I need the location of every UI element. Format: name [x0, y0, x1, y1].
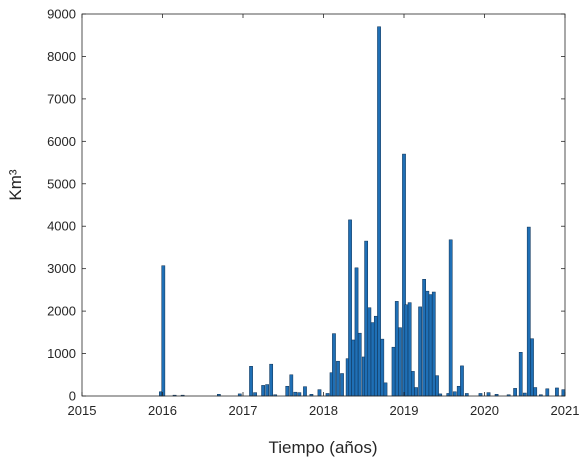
bar: [351, 339, 356, 397]
y-tick-label: 8000: [47, 49, 76, 64]
bar: [367, 307, 372, 397]
y-axis-ticks: 0 1000 2000 3000 4000 5000 6000 7000 8000 9000: [47, 7, 565, 404]
bar: [398, 327, 402, 397]
bar: [380, 338, 385, 397]
bar: [253, 392, 257, 397]
bar: [435, 375, 439, 397]
y-tick-label: 6000: [47, 134, 76, 149]
bar: [303, 386, 307, 397]
bar: [526, 226, 531, 397]
x-tick-label: 2016: [148, 403, 177, 418]
y-axis-label: Km³: [6, 169, 25, 201]
bar: [431, 291, 436, 397]
bar: [261, 385, 265, 397]
bar: [293, 391, 298, 397]
y-tick-label: 3000: [47, 261, 76, 276]
y-tick-label: 5000: [47, 176, 76, 191]
bar: [377, 26, 381, 397]
bar: [269, 363, 274, 397]
bar: [555, 387, 559, 397]
bar: [249, 366, 253, 397]
bar: [418, 306, 422, 397]
bar: [394, 301, 399, 397]
bar: [161, 265, 166, 397]
bar: [533, 387, 538, 397]
x-tick-label: 2017: [229, 403, 258, 418]
y-tick-label: 4000: [47, 219, 76, 234]
bar: [414, 387, 418, 397]
bar: [370, 322, 375, 397]
bar: [354, 267, 359, 397]
bar: [285, 385, 290, 397]
bar: [391, 346, 396, 397]
x-tick-label: 2018: [309, 403, 338, 418]
x-tick-label: 2020: [470, 403, 499, 418]
x-tick-label: 2019: [390, 403, 419, 418]
bar: [452, 391, 457, 397]
bar: [289, 374, 294, 397]
bar: [422, 279, 426, 397]
x-axis-label: Tiempo (años): [269, 438, 378, 457]
x-axis-ticks: 2015 2016 2017 2018 2019 2020 2021: [68, 14, 580, 418]
bar: [297, 392, 302, 397]
bars-group: [159, 26, 566, 397]
bar: [383, 382, 388, 397]
y-tick-label: 0: [69, 389, 76, 404]
bar: [561, 389, 566, 397]
bar: [530, 338, 534, 397]
bar: [373, 315, 378, 397]
y-tick-label: 7000: [47, 91, 76, 106]
y-tick-label: 9000: [47, 7, 76, 22]
bar: [411, 371, 415, 397]
bar: [404, 304, 409, 397]
bar: [348, 219, 352, 397]
bar: [425, 290, 430, 397]
x-tick-label: 2021: [551, 403, 580, 418]
bar: [518, 352, 523, 397]
bar: [332, 333, 336, 397]
bar: [265, 384, 269, 397]
bar: [460, 365, 464, 397]
plot-frame: [81, 13, 566, 397]
bar: [545, 388, 550, 397]
y-tick-label: 1000: [47, 346, 76, 361]
bar: [407, 302, 412, 397]
bar: [448, 239, 453, 397]
bar: [364, 240, 369, 397]
bar: [340, 373, 344, 397]
bar: [336, 360, 340, 397]
bar: [456, 385, 461, 397]
y-tick-label: 2000: [47, 304, 76, 319]
x-tick-label: 2015: [68, 403, 97, 418]
bar: [513, 388, 517, 397]
bar: [357, 332, 362, 397]
bar: [317, 389, 322, 397]
bar: [522, 392, 527, 397]
bar: [428, 294, 433, 397]
bar: [486, 392, 491, 397]
